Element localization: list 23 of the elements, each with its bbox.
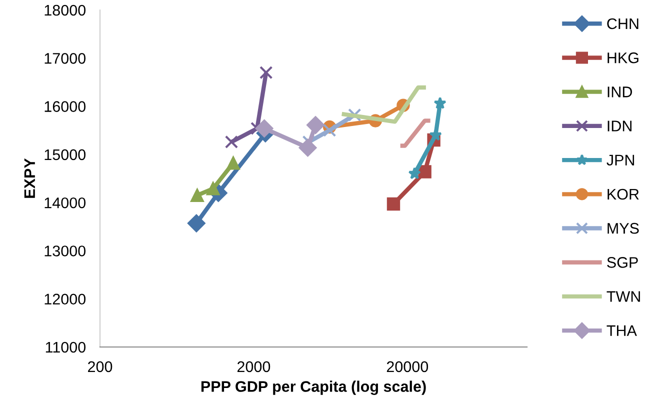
x-tick-label: 2000 xyxy=(237,361,270,372)
legend-label: TWN xyxy=(606,291,640,302)
y-tick-label: 12000 xyxy=(44,294,86,305)
y-tick-label: 13000 xyxy=(44,246,86,256)
x-tick-label: 200 xyxy=(88,361,112,372)
legend-label: SGP xyxy=(607,257,638,268)
y-tick-label: 18000 xyxy=(44,4,86,16)
y-tick-label: 16000 xyxy=(44,101,86,112)
legend-label: THA xyxy=(606,325,637,336)
y-tick-label: 11000 xyxy=(46,342,86,353)
y-axis-title: EXPY xyxy=(24,158,35,198)
legend-label: JPN xyxy=(606,154,634,166)
legend-label: IDN xyxy=(608,120,632,132)
y-tick-label: 17000 xyxy=(44,53,86,64)
y-tick-label: 15000 xyxy=(44,149,86,160)
legend-label: CHN xyxy=(607,18,638,30)
legend-label: HKG xyxy=(608,52,638,64)
y-tick-label: 14000 xyxy=(44,197,86,208)
x-tick-label: 20000 xyxy=(386,361,428,372)
legend-label: KOR xyxy=(608,188,639,200)
legend-label: MYS xyxy=(608,222,639,234)
legend-label: IND xyxy=(608,86,632,98)
x-axis-title: PPP GDP per Capita (log scale) xyxy=(201,380,426,395)
